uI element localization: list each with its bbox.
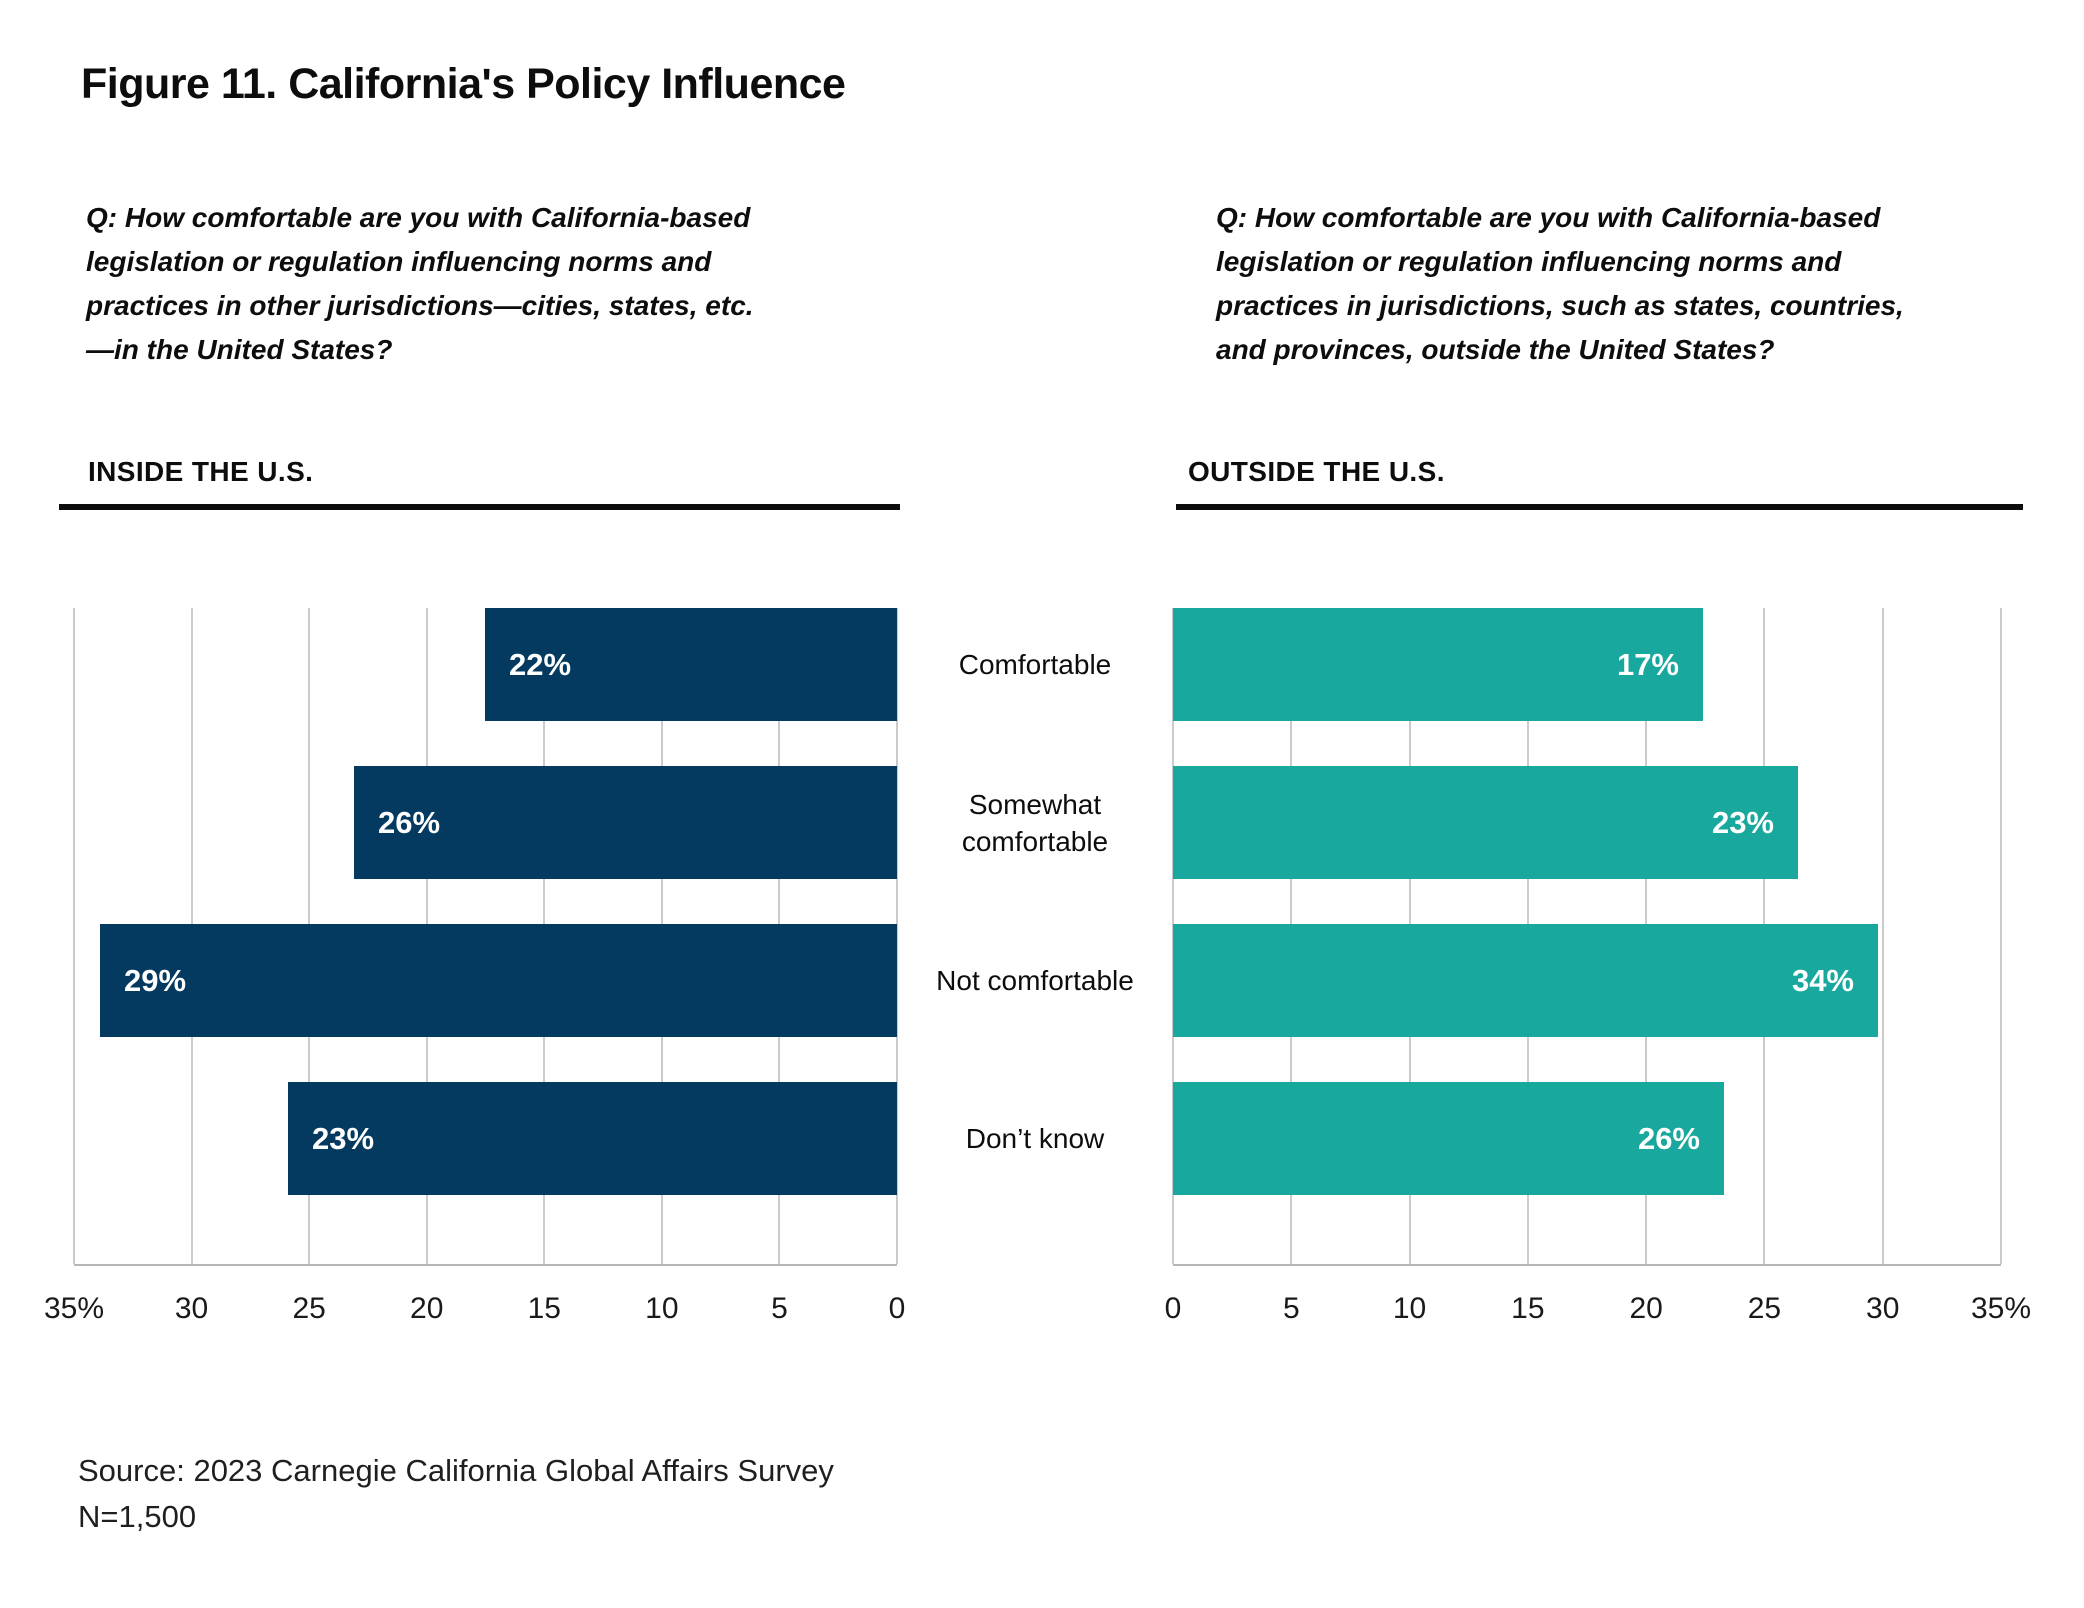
panel-header-underline-outside — [1176, 504, 2023, 510]
axis-tick-label-outside: 30 — [1866, 1292, 1900, 1325]
bar-value-label-inside-1: 26% — [378, 804, 441, 840]
panel-header-outside: OUTSIDE THE U.S. — [1188, 456, 1445, 487]
axis-tick-label-outside: 15 — [1511, 1292, 1545, 1325]
axis-tick-label-inside: 25 — [292, 1292, 326, 1325]
gridline-outside — [1881, 608, 1884, 1264]
bar-value-label-outside-0: 17% — [1616, 646, 1679, 682]
axis-tick-label-outside: 5 — [1282, 1292, 1300, 1325]
panel-header-inside: INSIDE THE U.S. — [88, 456, 314, 487]
category-label-0: Comfortable — [958, 649, 1112, 680]
axis-tick-label-inside: 0 — [888, 1292, 906, 1325]
bar-outside-2: 34% — [1173, 924, 1878, 1037]
source-line: Source: 2023 Carnegie California Global … — [78, 1453, 834, 1488]
category-label-3: Don’t know — [965, 1123, 1105, 1154]
axis-tick-label-inside: 30 — [174, 1292, 209, 1325]
bar-outside-0: 17% — [1173, 608, 1703, 721]
category-label-1: Somewhat comfortable — [961, 788, 1109, 857]
bar-inside-2: 29% — [100, 924, 897, 1037]
bar-value-label-outside-3: 26% — [1637, 1120, 1700, 1156]
sample-size-line: N=1,500 — [78, 1499, 197, 1534]
bar-value-label-inside-2: 29% — [124, 962, 187, 998]
question-text-inside: Q: How comfortable are you with Californ… — [86, 202, 754, 365]
figure-title: Figure 11. California's Policy Influence — [81, 60, 846, 108]
gridline-inside — [73, 608, 75, 1264]
bar-value-label-inside-0: 22% — [509, 646, 572, 682]
panel-header-underline-inside — [59, 504, 900, 510]
axis-baseline-inside — [74, 1264, 897, 1266]
bar-inside-0: 22% — [485, 608, 897, 721]
bar-inside-1: 26% — [354, 766, 897, 879]
axis-tick-label-outside: 20 — [1629, 1292, 1663, 1325]
axis-tick-label-outside: 10 — [1392, 1292, 1427, 1325]
bar-outside-1: 23% — [1173, 766, 1798, 879]
gridline-inside — [896, 608, 898, 1264]
bar-value-label-outside-1: 23% — [1711, 804, 1774, 840]
bar-outside-3: 26% — [1173, 1082, 1724, 1195]
axis-tick-label-outside: 0 — [1164, 1292, 1182, 1325]
gridline-outside — [2000, 608, 2002, 1264]
axis-tick-label-inside: 20 — [410, 1292, 444, 1325]
axis-tick-label-outside: 25 — [1747, 1292, 1782, 1325]
bar-inside-3: 23% — [288, 1082, 897, 1195]
axis-tick-label-outside: 35% — [1970, 1292, 2032, 1325]
axis-tick-label-inside: 35% — [43, 1292, 105, 1325]
axis-tick-label-inside: 15 — [527, 1292, 561, 1325]
axis-tick-label-inside: 5 — [771, 1292, 788, 1325]
axis-baseline-outside — [1173, 1264, 2001, 1266]
category-label-2: Not comfortable — [936, 965, 1134, 996]
bar-value-label-outside-2: 34% — [1791, 962, 1854, 998]
source-note: Source: 2023 Carnegie California Global … — [78, 1448, 1078, 1540]
bar-value-label-inside-3: 23% — [312, 1120, 375, 1156]
axis-tick-label-inside: 10 — [645, 1292, 679, 1325]
question-text-outside: Q: How comfortable are you with Californ… — [1216, 202, 1904, 365]
